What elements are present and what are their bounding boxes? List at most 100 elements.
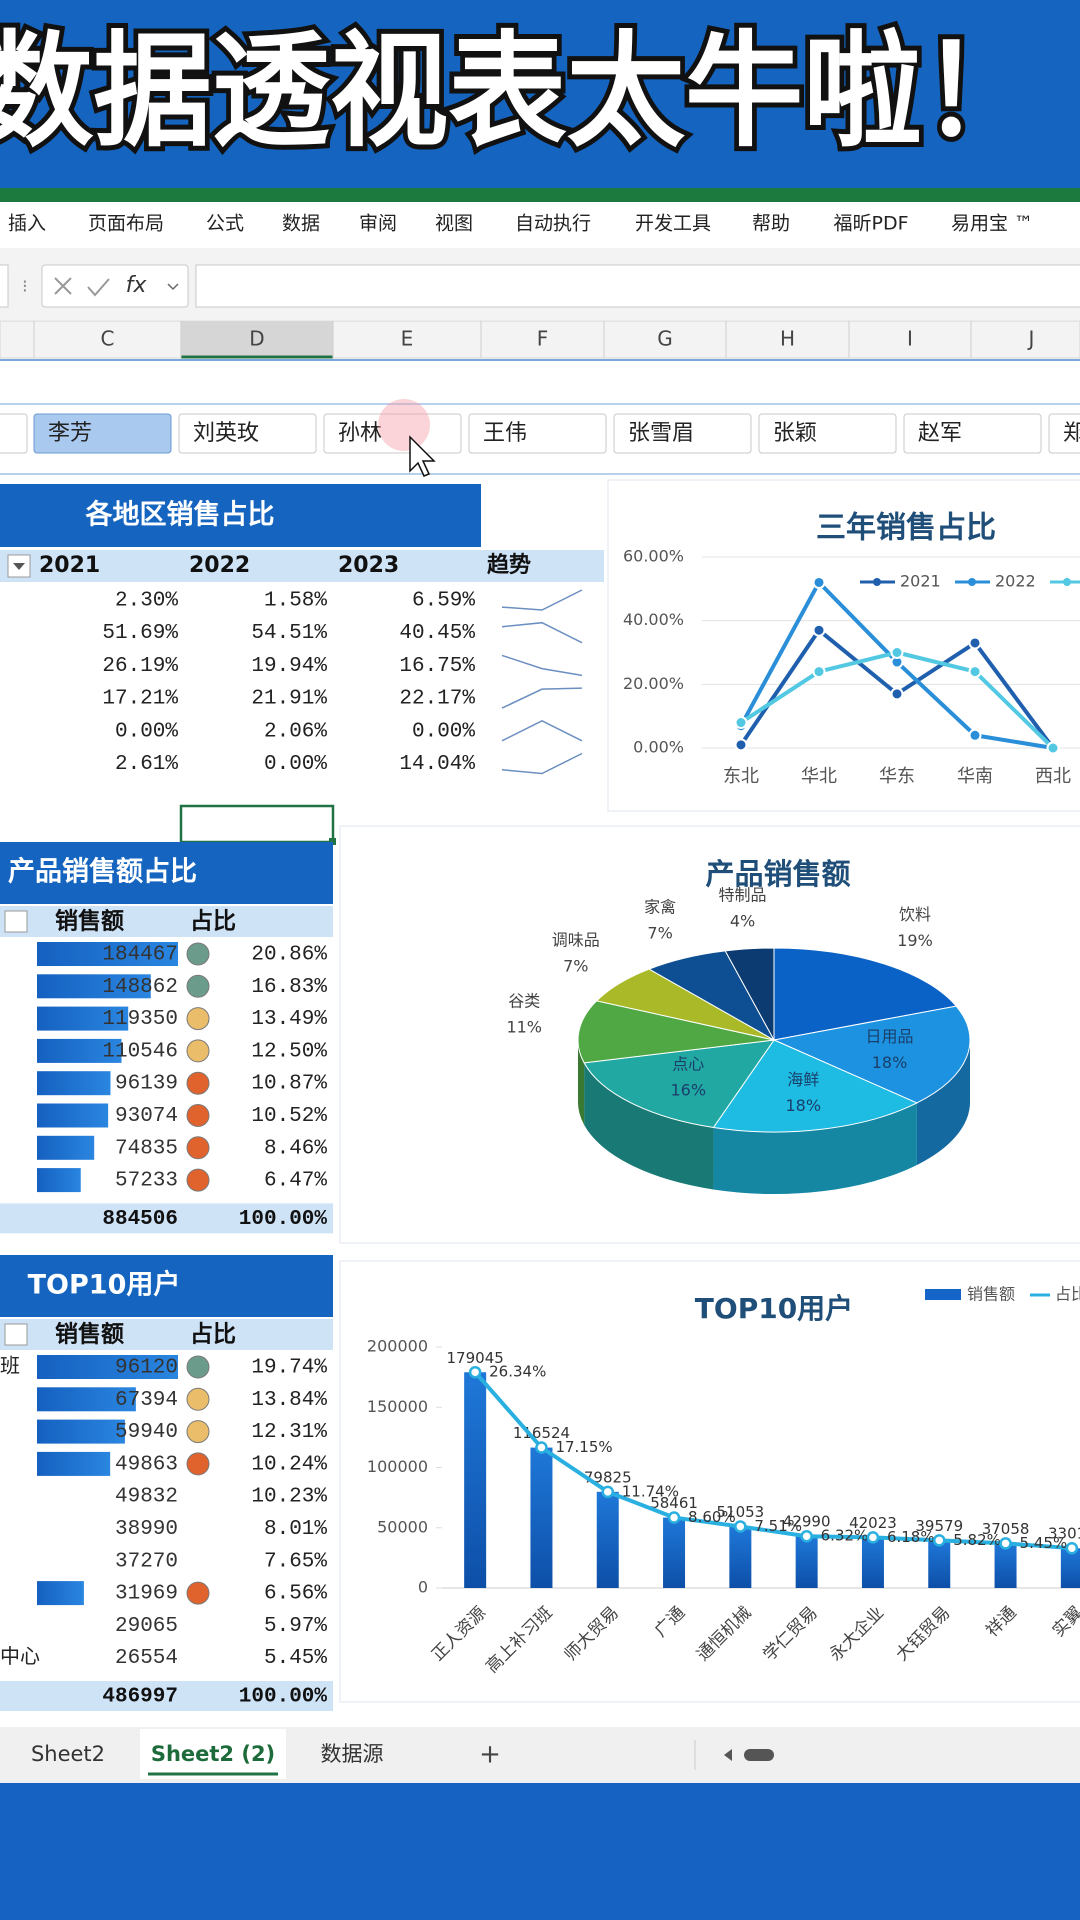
table-cell: 12.50% [251,1040,327,1063]
status-icon [186,1168,210,1192]
ribbon-tab[interactable]: 福昕PDF [833,213,908,235]
column-letter[interactable]: F [537,327,549,351]
point-marker [812,665,826,679]
y-tick-label: 60.00% [623,547,684,566]
point-marker [812,623,826,637]
total-cell: 884506 [102,1208,178,1231]
point-marker [968,636,982,650]
slicer-item[interactable]: 孙林 [338,421,382,446]
bar [464,1372,487,1588]
filter-button [4,910,28,933]
slicer-button [178,413,317,454]
slicer-item[interactable]: 张颖 [773,421,817,446]
data-bar [37,1451,111,1476]
table-header: 2021 [39,553,100,578]
table-cell: 8.01% [264,1518,327,1541]
filter-arrow [13,563,25,570]
point-marker [968,665,982,679]
slicer-item[interactable]: 郑 [1063,421,1080,446]
table-cell: 0.00% [412,720,475,743]
table-header: 占比 [190,909,236,935]
enter-icon [87,278,110,297]
table-cell: 96139 [115,1073,178,1096]
table-cell: 1.58% [264,590,327,613]
point-marker [1065,1541,1079,1555]
column-letter[interactable]: E [401,327,414,351]
slicer-item[interactable]: 赵军 [918,421,962,446]
pie-label: 日用品 [866,1027,914,1046]
bar [994,1543,1017,1588]
y-tick-label: 0 [418,1578,428,1597]
x-tick-label: 东北 [723,766,759,787]
active-tab [140,1729,286,1779]
add-sheet-button[interactable]: + [479,1740,501,1770]
sheet-tab[interactable]: Sheet2 [31,1742,105,1766]
table-cell: 2.06% [264,720,327,743]
slicer-item[interactable]: 王伟 [483,421,527,446]
point-marker [968,728,982,742]
ribbon-tab[interactable]: 易用宝 ™ [951,213,1033,235]
data-bar [37,1038,122,1063]
banner-strip [0,188,1080,204]
table-header: 销售额 [55,908,124,935]
ribbon-tab[interactable]: 插入 [8,213,46,235]
data-bar [37,1006,129,1031]
bar-value-label: 51053 [716,1503,764,1521]
ribbon-tab[interactable]: 开发工具 [635,213,711,235]
table-header-bg [0,550,604,582]
sheet-tab[interactable]: Sheet2 (2) [151,1742,275,1766]
y-tick-label: 0.00% [633,738,684,757]
table-cell: 19.74% [251,1357,327,1380]
bar-value-label: 179045 [447,1349,504,1367]
status-icon [186,1007,210,1031]
chart-clip: 三年销售占比 0.00% 20.00% 40.00% 60.00% 东北 华北 华东 华南 西北 2… [623,511,1080,787]
pie-value-label: 18% [785,1096,821,1115]
table-cell: 59940 [115,1421,178,1444]
bar-value-label: 33012 [1048,1525,1080,1543]
ribbon-tab[interactable]: 公式 [206,213,244,235]
line-value-label: 8.60% [688,1508,736,1526]
fx-button[interactable]: fx [126,273,148,298]
ribbon-tab[interactable]: 页面布局 [88,213,164,235]
slicer-item[interactable]: 李芳 [48,421,92,446]
ribbon-tab[interactable]: 自动执行 [515,213,591,235]
slicer-button [758,413,897,454]
column-letter[interactable]: H [780,327,795,351]
sheet-tab[interactable]: 数据源 [321,1742,384,1766]
point-marker [890,646,904,659]
table-title: 各地区销售占比 [85,499,275,531]
column-letter[interactable]: C [101,327,115,351]
point-marker [734,1520,747,1533]
table-cell: 29065 [115,1615,178,1638]
data-bar [37,1355,178,1379]
bar-value-label: 37058 [982,1520,1030,1538]
table-title: 产品销售额占比 [8,856,197,888]
line-value-label: 17.15% [555,1438,612,1456]
x-tick-label: 华东 [879,766,915,787]
line-value-label: 26.34% [489,1363,546,1381]
x-tick-label: 华北 [801,766,837,787]
chart-panel [607,479,1080,812]
table-header: 趋势 [487,552,531,578]
column-letter[interactable]: I [907,327,913,351]
bar-value-label: 58461 [650,1494,698,1512]
table-cell: 22.17% [399,688,475,711]
y-tick-label: 40.00% [623,610,684,629]
column-letter[interactable]: G [657,327,673,351]
bar [795,1536,818,1588]
line-value-label: 7.51% [754,1517,802,1535]
ribbon-tab[interactable]: 视图 [435,213,473,235]
slicer-item[interactable]: 刘英玫 [193,421,259,446]
filter-button [4,1323,28,1346]
legend-label: 2021 [900,572,941,591]
slicer-item[interactable]: 张雪眉 [628,421,694,446]
column-letter[interactable]: J [1027,327,1035,351]
ribbon-tab[interactable]: 审阅 [359,213,397,235]
legend-label: 2022 [995,572,1036,591]
sparkline [501,719,583,742]
ribbon-tab[interactable]: 数据 [282,213,320,235]
table-cell: 74835 [115,1137,178,1160]
ribbon-tab[interactable]: 帮助 [752,213,790,235]
column-letter[interactable]: D [249,327,264,351]
